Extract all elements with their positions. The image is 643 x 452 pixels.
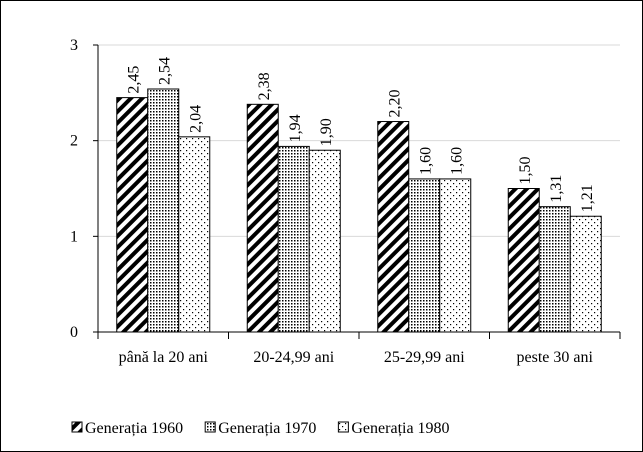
bar: [116, 97, 149, 333]
bar: [439, 178, 472, 333]
legend-label: Generația 1980: [351, 420, 449, 437]
bar: [178, 136, 211, 333]
bar: [408, 178, 441, 333]
data-label: 1,21: [579, 184, 596, 212]
data-label: 1,50: [517, 157, 534, 185]
data-label: 1,60: [448, 147, 465, 175]
legend-swatch: [71, 421, 83, 433]
legend-label: Generația 1960: [85, 420, 183, 437]
legend-swatch: [204, 421, 216, 433]
data-label: 1,94: [287, 114, 304, 142]
y-tick-label: 2: [70, 133, 78, 150]
data-label: 1,31: [548, 175, 565, 203]
data-label: 2,54: [156, 57, 173, 85]
x-tick-label: peste 30 ani: [517, 349, 594, 366]
data-label: 2,45: [125, 66, 142, 94]
bar: [246, 103, 279, 333]
data-label: 1,90: [318, 118, 335, 146]
legend-label: Generația 1970: [218, 420, 316, 437]
bar: [308, 149, 341, 333]
bar: [277, 145, 310, 333]
bar: [569, 215, 602, 333]
legend-swatch: [337, 421, 349, 433]
bar: [538, 206, 571, 333]
x-tick-label: 25-29,99 ani: [384, 349, 465, 366]
x-tick-label: până la 20 ani: [119, 349, 209, 366]
bar: [147, 88, 180, 333]
y-tick-label: 1: [70, 228, 78, 245]
data-label: 2,20: [386, 90, 403, 118]
bar: [507, 188, 540, 333]
data-label: 2,04: [187, 105, 204, 133]
x-tick-label: 20-24,99 ani: [253, 349, 334, 366]
data-label: 2,38: [256, 72, 273, 100]
y-tick-label: 0: [70, 324, 78, 341]
bar: [377, 121, 410, 333]
data-label: 1,60: [417, 147, 434, 175]
y-tick-label: 3: [70, 37, 78, 54]
